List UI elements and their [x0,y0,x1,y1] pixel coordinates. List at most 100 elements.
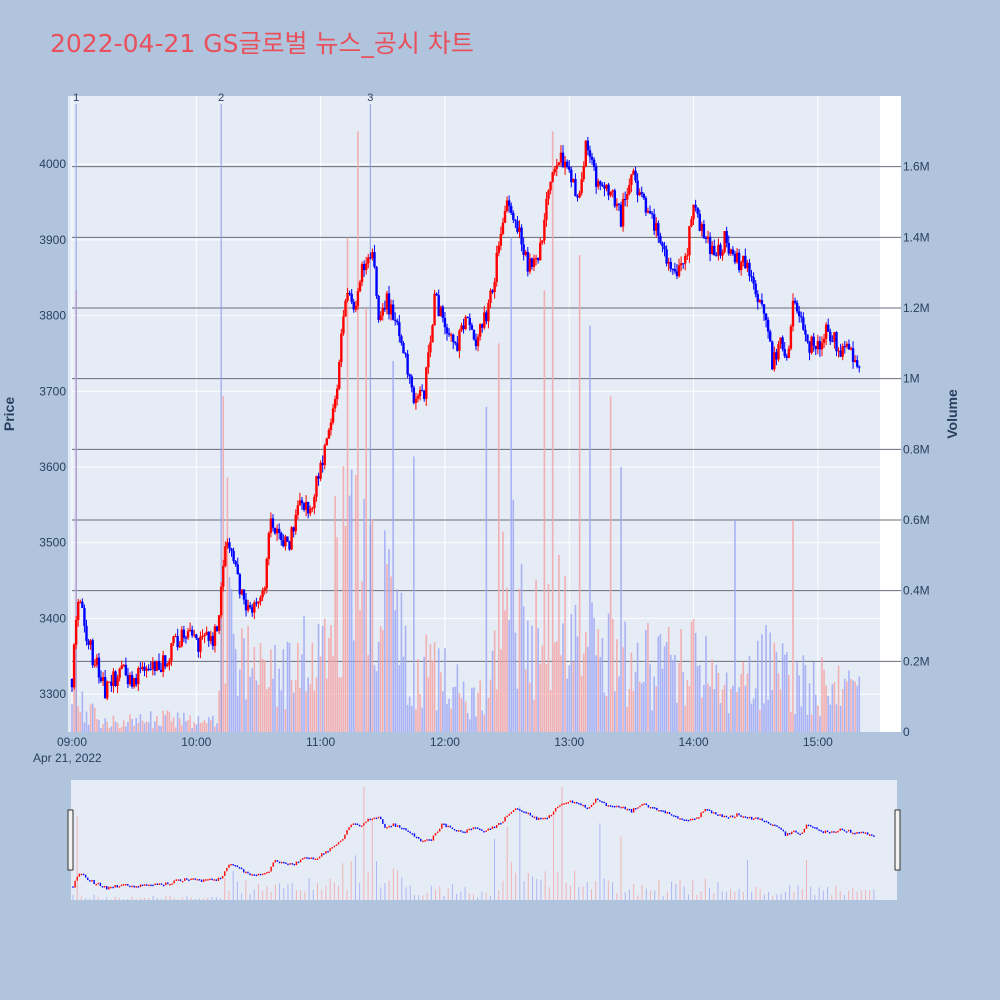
candlestick [149,669,152,671]
candlestick [79,601,82,603]
mini-volume-bar [502,880,504,900]
volume-bar [141,720,144,732]
candlestick [77,601,80,620]
candlestick [103,677,107,699]
volume-bar [359,610,361,732]
mini-candle [540,817,542,820]
mini-volume-bar [738,888,740,900]
candlestick [354,306,358,310]
candlestick [222,566,225,587]
volume-bar [181,725,183,732]
mini-volume-bar [835,885,837,900]
mini-candle [491,826,494,830]
range-slider-right-handle[interactable] [894,809,901,871]
mini-candle [837,830,839,833]
candlestick [155,660,159,671]
volume-bar [833,682,836,732]
mini-candle [299,859,302,863]
volume-bar [533,699,535,732]
volume-bar [228,577,231,732]
mini-volume-bar [102,899,104,900]
mini-candle [603,801,605,804]
volume-bar [748,655,751,732]
mini-candle [354,823,357,825]
mini-candle [550,814,553,817]
volume-bar [620,467,622,732]
mini-candle [736,813,738,817]
mini-candle [103,885,106,888]
volume-bar [394,610,396,732]
volume-bar [589,325,591,732]
volume-bar [346,237,349,733]
volume-bar [468,719,471,732]
candlestick [543,219,546,241]
candlestick [188,629,192,632]
volume-bar [854,681,856,732]
volume-bar [425,634,428,732]
mini-candle [401,827,403,830]
mini-volume-bar [283,888,285,900]
range-slider-candles [72,798,875,890]
time-tick-label: 10:00 [181,735,211,749]
volume-bar [212,715,214,732]
volume-bar [284,709,287,732]
mini-candle [321,853,323,857]
volume-bar [127,721,129,732]
mini-candle [171,883,173,885]
mini-candle [538,817,540,820]
volume-tick-label: 1.2M [903,301,930,315]
volume-bar [653,676,655,732]
volume-bar [574,604,577,732]
volume-bar [479,680,481,732]
mini-volume-bar [118,898,120,900]
candlestick [124,664,128,676]
mini-candle [565,802,567,805]
mini-volume-bar [776,894,778,900]
candlestick [273,527,277,534]
volume-bar [597,629,600,732]
range-slider[interactable] [71,780,897,900]
volume-bar [779,689,782,732]
volume-bar [539,663,542,732]
mini-candle [630,809,633,813]
mini-candle [329,848,331,852]
candlestick [760,300,764,305]
candlestick [112,671,115,686]
mini-candle [453,828,456,831]
candlestick [364,263,368,271]
mini-candle [87,877,89,881]
volume-bar [609,396,612,732]
mini-candle [152,884,154,887]
candlestick [742,255,745,263]
mini-candle [245,871,247,874]
mini-candle [605,802,607,807]
volume-bar [104,718,106,732]
candlestick [623,199,627,201]
candlestick [385,293,389,310]
mini-candle [255,874,258,877]
mini-candle [226,867,228,872]
range-slider-left-handle[interactable] [67,809,74,871]
mini-candle [774,824,776,827]
mini-volume-bar [696,895,698,900]
volume-bar [564,575,566,732]
main-plot-area[interactable] [68,96,901,732]
volume-bar [357,131,359,733]
mini-volume-bar [135,898,137,900]
candlestick [193,634,196,636]
candlestick [754,283,757,295]
volume-bar [195,724,198,732]
candlestick [835,332,838,352]
mini-volume-bar [839,891,841,900]
volume-bar [160,725,162,732]
volume-bar [458,693,461,732]
volume-axis-title: Volume [944,389,960,439]
candlestick [789,326,793,349]
mini-candle [685,819,688,822]
volume-bar [187,720,189,732]
candlestick [356,291,360,307]
volume-bar [429,644,432,732]
candlestick [226,542,229,547]
mini-candle [493,826,496,829]
